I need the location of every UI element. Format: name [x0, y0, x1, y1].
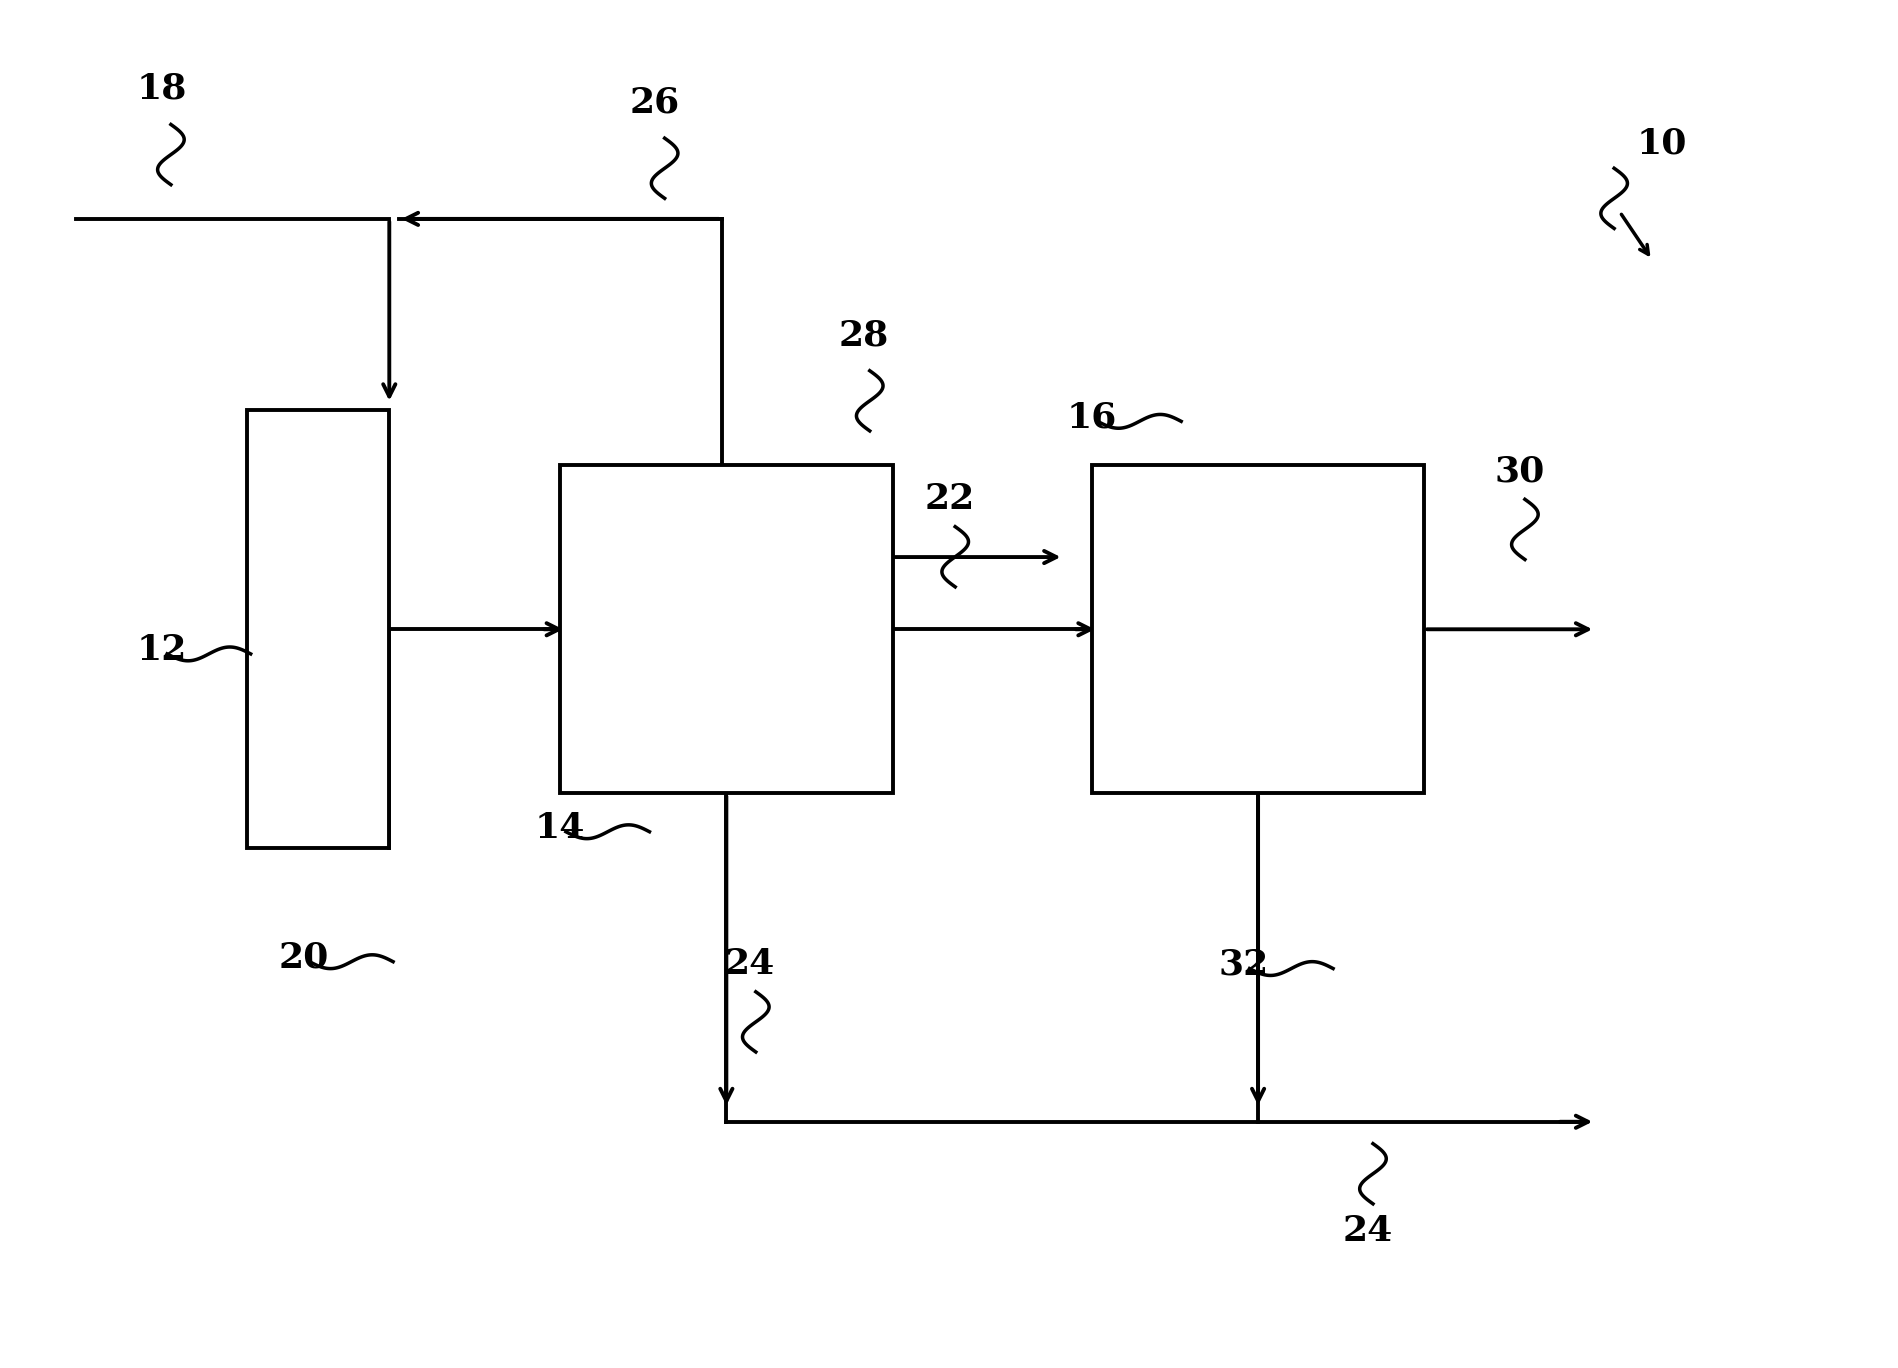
Bar: [560, 465, 892, 793]
Text: 24: 24: [725, 948, 774, 981]
Text: 18: 18: [137, 73, 186, 105]
Text: 22: 22: [924, 483, 974, 516]
Text: 20: 20: [279, 941, 328, 974]
Text: 16: 16: [1067, 401, 1116, 434]
Text: 26: 26: [630, 86, 679, 119]
Bar: [1091, 465, 1424, 793]
Text: 12: 12: [137, 633, 186, 666]
Text: 30: 30: [1494, 456, 1543, 488]
Text: 10: 10: [1636, 127, 1685, 160]
Bar: [247, 410, 389, 848]
Text: 32: 32: [1219, 948, 1268, 981]
Text: 28: 28: [839, 319, 888, 352]
Text: 14: 14: [535, 811, 585, 844]
Text: 24: 24: [1342, 1215, 1391, 1248]
